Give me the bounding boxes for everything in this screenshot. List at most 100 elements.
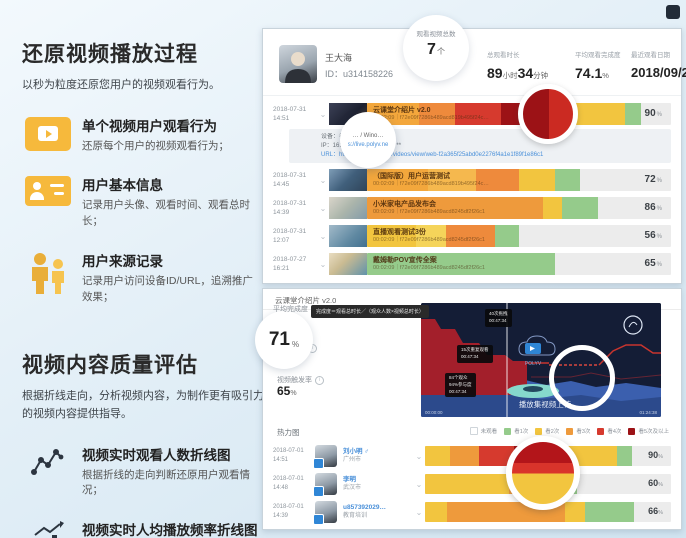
viewer-identity: 李明 武汉市: [343, 475, 362, 492]
completion-percent: 90%: [644, 108, 662, 119]
user-name: 王大海: [325, 53, 353, 63]
viewer-identity: 刘小明 ♂ 广州市: [343, 447, 370, 464]
chevron-down-icon[interactable]: ⌄: [319, 231, 327, 241]
chevron-down-icon[interactable]: ⌄: [415, 479, 423, 489]
video-title: 小米家电产品发布会: [373, 201, 436, 208]
checkbox-icon[interactable]: [469, 427, 478, 435]
row-datetime: 2018-07-01 14:48: [273, 476, 304, 491]
legend-item[interactable]: 未观看: [469, 427, 497, 435]
legend-item: 看2次: [535, 427, 559, 435]
legend-swatch: [628, 427, 636, 435]
feature-title: 单个视频用户观看行为: [82, 118, 217, 134]
quality-video-title: 云课堂介绍片 v2.0: [275, 296, 337, 305]
watch-record-row[interactable]: 2018-07-31 12:07 ⌄ 直播观看测试3份 00:02:09｜f72e0…: [273, 223, 671, 249]
row-datetime: 2018-07-31 14:45: [273, 171, 307, 188]
video-title: 云课堂介绍片 v2.0: [373, 107, 431, 114]
video-thumbnail: [329, 197, 367, 219]
left-column: 还原视频播放过程 以秒为粒度还原您用户的视频观看行为。 单个视频用户观看行为 还…: [22, 38, 264, 538]
section2-subtitle: 根据折线走向，分析视频内容，为制作更有吸引力的视频内容提供指导。: [22, 390, 264, 420]
user-id: ID：u314158226: [325, 69, 394, 79]
users-icon: [32, 252, 64, 294]
feature-user-source: 用户来源记录 记录用户访问设备ID/URL，追溯推广效果；: [22, 250, 258, 306]
video-meta: 00:02:09｜f72e09f7286b489acd819b495f24c…: [373, 115, 489, 122]
feature-desc: 根据折线的走向判断还原用户观看情况；: [82, 468, 250, 497]
viewer-heat-list: 2018-07-01 14:51 刘小明 ♂ 广州市 ⌄ 90% 2018-07-0…: [273, 445, 671, 529]
viewer-heat-row[interactable]: 2018-07-01 14:51 刘小明 ♂ 广州市 ⌄ 90%: [273, 445, 671, 469]
heatmap-legend: 未观看 看1次 看2次 看3次 看4次 看5次及以上: [463, 427, 669, 435]
chevron-down-icon[interactable]: ⌄: [319, 259, 327, 269]
watch-heat-bar: 小米家电产品发布会 00:02:09｜f72e09f7286b489acd8245…: [367, 197, 671, 219]
viewer-heat-row[interactable]: 2018-07-01 14:48 李明 武汉市 ⌄ 60%: [273, 473, 671, 497]
watch-heat-bar: （国际版）用户运营测试 00:02:09｜f72e09f7286b489acd81…: [367, 169, 671, 191]
feature-title: 用户基本信息: [82, 178, 163, 194]
stat-total-videos-circle: 观看视频总数 7个: [403, 15, 469, 81]
row-datetime: 2018-07-27 16:21: [273, 255, 307, 272]
stat-total-watch-time: 总观看时长 89小时34分钟: [487, 52, 549, 81]
watch-record-row[interactable]: 2018-07-31 14:45 ⌄ （国际版）用户运营测试 00:02:09｜f7…: [273, 167, 671, 193]
device-badge-icon: [313, 514, 324, 525]
completion-percent: 66%: [648, 506, 663, 516]
content-quality-panel: 云课堂介绍片 v2.0 平均完成度i 71% 完成度＝观看总时长／（观众人数×视…: [255, 288, 682, 530]
watch-record-row[interactable]: 2018-07-31 14:51 ⌄ 云课堂介绍片 v2.0 00:02:09｜f7…: [273, 101, 671, 127]
chevron-down-icon[interactable]: ⌄: [319, 175, 327, 185]
legend-swatch: [566, 427, 574, 435]
video-thumbnail: [329, 253, 367, 275]
row-datetime: 2018-07-31 14:51: [273, 105, 307, 122]
viewer-heat-row[interactable]: 2018-07-01 14:39 u857392029… 教育培训 ⌄ 66%: [273, 501, 671, 525]
completion-percent: 60%: [648, 478, 663, 488]
watch-record-list: 2018-07-31 14:51 ⌄ 云课堂介绍片 v2.0 00:02:09｜f7…: [273, 101, 671, 279]
video-meta: 00:02:09｜f72e09f7286b489acd819b495f24c…: [373, 181, 489, 188]
avg-completion-lens: 71%: [255, 311, 313, 369]
legend-swatch: [535, 427, 543, 435]
avatar: [313, 445, 337, 469]
watch-record-row[interactable]: 2018-07-27 16:21 ⌄ 戴姆勒POV宣传全案 00:02:09｜f72…: [273, 251, 671, 277]
feature-desc: 记录用户访问设备ID/URL，追溯推广效果；: [82, 274, 253, 303]
feature-single-video-behavior: 单个视频用户观看行为 还原每个用户的视频观看行为；: [22, 115, 258, 155]
completion-percent: 90%: [648, 450, 663, 460]
video-time-end: 01:24:38: [639, 410, 657, 415]
trigger-rate-value: 65%: [277, 384, 297, 398]
video-caption: 播放集视频上传: [519, 399, 572, 409]
row-datetime: 2018-07-01 14:39: [273, 504, 304, 519]
video-time-start: 00:00:00: [425, 410, 443, 415]
info-icon[interactable]: i: [315, 376, 324, 385]
chevron-down-icon[interactable]: ⌄: [415, 451, 423, 461]
avatar: [313, 501, 337, 525]
row-datetime: 2018-07-31 14:39: [273, 199, 307, 216]
magnifier-circle-annotation: [518, 84, 578, 144]
section1-subtitle: 以秒为粒度还原您用户的视频观看行为。: [22, 79, 220, 91]
completion-percent: 56%: [644, 230, 662, 241]
completion-formula-tooltip: 完成度＝观看总时长／（观众人数×视频总时长）: [311, 305, 429, 318]
bar-trend-icon: [34, 521, 64, 538]
legend-swatch: [597, 427, 605, 435]
watch-record-row[interactable]: 2018-07-31 14:39 ⌄ 小米家电产品发布会 00:02:09｜f72e…: [273, 195, 671, 221]
chevron-down-icon[interactable]: ⌄: [415, 507, 423, 517]
svg-text:POLYV: POLYV: [525, 361, 542, 367]
detail-url-link[interactable]: URL：https://live.polyv.net/videos/view/w…: [321, 152, 544, 158]
avatar: [279, 45, 317, 83]
legend-item: 看1次: [504, 427, 528, 435]
feature-desc: 记录用户头像、观看时间、观看总时长；: [82, 199, 250, 228]
video-meta: 00:02:09｜f72e09f7286b489acd8245df2f26c1: [373, 237, 485, 244]
completion-percent: 86%: [644, 202, 662, 213]
magnifier-circle-annotation: … / Wino… s://live.polyv.ne: [340, 112, 396, 168]
chart-tooltip: 15次重复观看 00:47:34: [457, 345, 493, 363]
stat-avg-completion: 平均观看完成度 74.1%: [575, 52, 621, 81]
feature-title: 视频实时观看人数折线图: [82, 447, 231, 463]
section1-title: 还原视频播放过程: [22, 43, 198, 66]
device-badge-icon: [313, 486, 324, 497]
scatter-line-icon: [31, 448, 64, 475]
viewer-header: 王大海 ID：u314158226 观看视频总数 7个 总观看时长 89小时34…: [263, 15, 686, 96]
video-meta: 00:02:09｜f72e09f7286b489acd8245df2f26c1: [373, 265, 485, 272]
chevron-down-icon[interactable]: ⌄: [319, 109, 327, 119]
chevron-down-icon[interactable]: ⌄: [319, 203, 327, 213]
stat-last-watch-date: 最近观看日期 2018/09/24: [631, 52, 686, 80]
legend-item: 看5次及以上: [628, 427, 669, 435]
feature-title: 视频实时人均播放频率折线图: [82, 523, 258, 538]
video-player[interactable]: POLYV 播放集视频上传 00:00:00 01:24:38 40次拖拽 00:…: [421, 303, 661, 417]
viewer-behavior-panel: 王大海 ID：u314158226 观看视频总数 7个 总观看时长 89小时34…: [262, 15, 686, 284]
id-card-icon: [25, 176, 71, 207]
video-title: （国际版）用户运营测试: [373, 173, 450, 180]
video-title: 戴姆勒POV宣传全案: [373, 257, 437, 264]
video-thumbnail: [329, 225, 367, 247]
